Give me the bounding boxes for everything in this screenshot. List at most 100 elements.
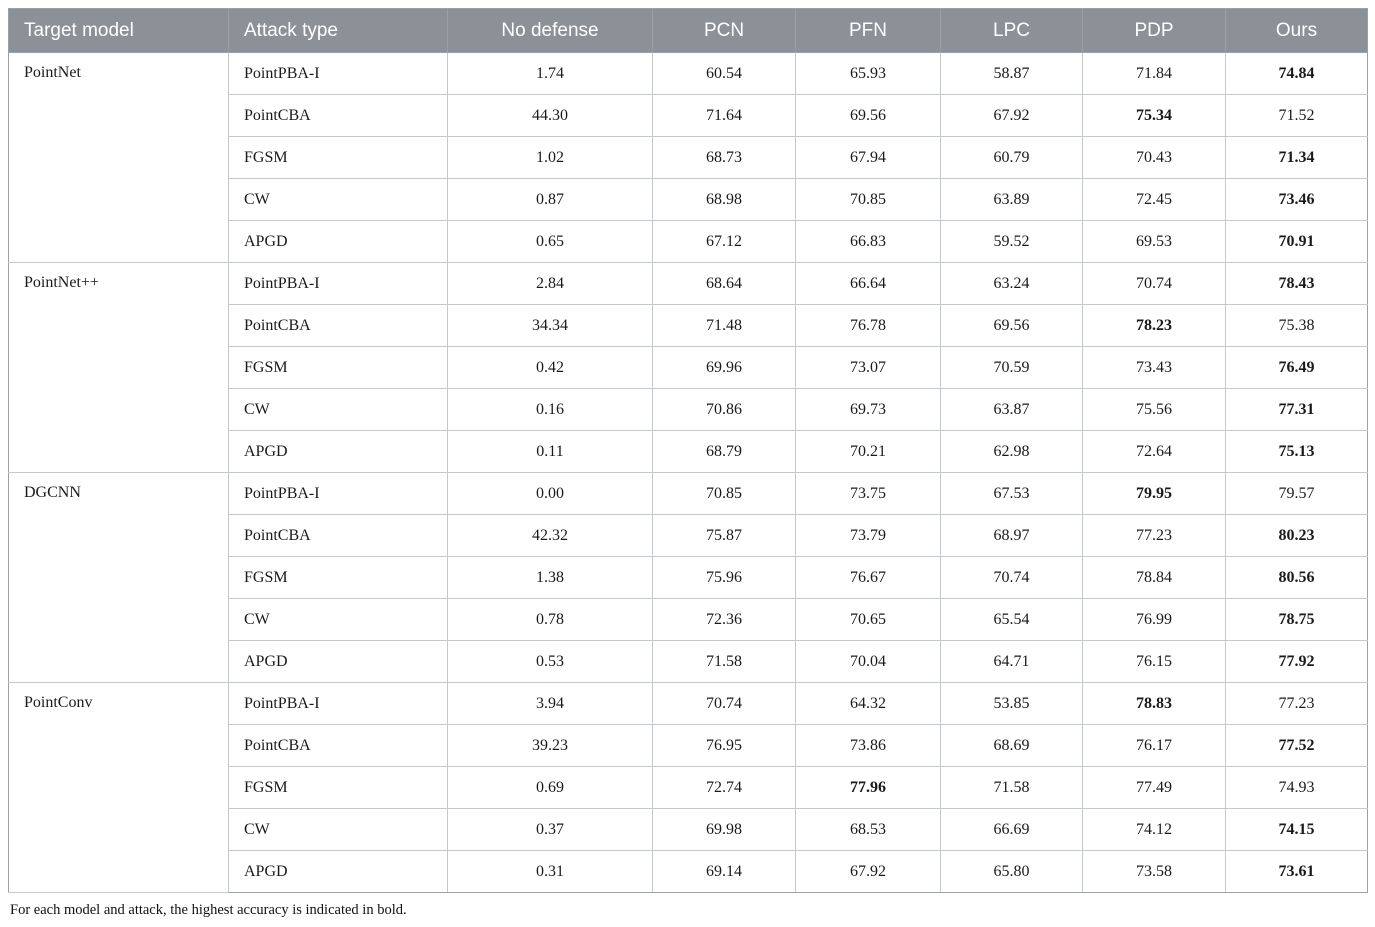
- value-cell: 73.46: [1225, 178, 1368, 221]
- value-cell: 72.36: [652, 598, 796, 641]
- attack-type-cell: PointCBA: [228, 304, 448, 347]
- table-row: FGSM 0.69 72.74 77.96 71.58 77.49 74.93: [9, 766, 1368, 809]
- value-cell: 69.53: [1082, 220, 1226, 263]
- value-cell: 0.78: [447, 598, 653, 641]
- value-cell: 69.73: [795, 388, 941, 431]
- value-cell: 75.13: [1225, 430, 1368, 473]
- value-cell: 79.57: [1225, 472, 1368, 515]
- col-header-pcn: PCN: [652, 8, 796, 53]
- value-cell: 60.54: [652, 52, 796, 95]
- col-header-no-defense: No defense: [447, 8, 653, 53]
- value-cell: 71.58: [652, 640, 796, 683]
- value-cell: 76.67: [795, 556, 941, 599]
- value-cell: 69.96: [652, 346, 796, 389]
- value-cell: 77.92: [1225, 640, 1368, 683]
- value-cell: 53.85: [940, 682, 1083, 725]
- value-cell: 73.75: [795, 472, 941, 515]
- value-cell: 69.98: [652, 808, 796, 851]
- value-cell: 73.61: [1225, 850, 1368, 893]
- value-cell: 78.83: [1082, 682, 1226, 725]
- value-cell: 66.83: [795, 220, 941, 263]
- value-cell: 74.93: [1225, 766, 1368, 809]
- value-cell: 73.79: [795, 514, 941, 557]
- attack-type-cell: APGD: [228, 850, 448, 893]
- attack-type-cell: FGSM: [228, 346, 448, 389]
- value-cell: 62.98: [940, 430, 1083, 473]
- value-cell: 66.69: [940, 808, 1083, 851]
- value-cell: 0.16: [447, 388, 653, 431]
- value-cell: 71.52: [1225, 94, 1368, 137]
- col-header-target-model: Target model: [8, 8, 229, 53]
- value-cell: 76.78: [795, 304, 941, 347]
- col-header-pfn: PFN: [795, 8, 941, 53]
- col-header-attack-type: Attack type: [228, 8, 448, 53]
- value-cell: 3.94: [447, 682, 653, 725]
- value-cell: 0.65: [447, 220, 653, 263]
- value-cell: 70.85: [795, 178, 941, 221]
- attack-type-cell: FGSM: [228, 766, 448, 809]
- value-cell: 80.23: [1225, 514, 1368, 557]
- value-cell: 70.04: [795, 640, 941, 683]
- value-cell: 0.11: [447, 430, 653, 473]
- value-cell: 71.48: [652, 304, 796, 347]
- table-row: PointCBA 44.30 71.64 69.56 67.92 75.34 71.52: [9, 94, 1368, 137]
- value-cell: 71.34: [1225, 136, 1368, 179]
- value-cell: 63.87: [940, 388, 1083, 431]
- value-cell: 73.43: [1082, 346, 1226, 389]
- table-row: PointNet PointPBA-I 1.74 60.54 65.93 58.87 71.…: [8, 52, 1368, 263]
- value-cell: 73.58: [1082, 850, 1226, 893]
- attack-type-cell: FGSM: [228, 556, 448, 599]
- value-cell: 75.87: [652, 514, 796, 557]
- value-cell: 0.31: [447, 850, 653, 893]
- attack-type-cell: APGD: [228, 640, 448, 683]
- value-cell: 68.98: [652, 178, 796, 221]
- value-cell: 68.69: [940, 724, 1083, 767]
- table-row: FGSM 1.02 68.73 67.94 60.79 70.43 71.34: [9, 136, 1368, 179]
- value-cell: 0.69: [447, 766, 653, 809]
- value-cell: 0.42: [447, 346, 653, 389]
- value-cell: 70.86: [652, 388, 796, 431]
- value-cell: 64.32: [795, 682, 941, 725]
- col-header-ours: Ours: [1225, 8, 1368, 53]
- value-cell: 70.65: [795, 598, 941, 641]
- value-cell: 76.15: [1082, 640, 1226, 683]
- value-cell: 0.53: [447, 640, 653, 683]
- attack-type-cell: PointPBA-I: [228, 52, 448, 95]
- value-cell: 77.23: [1082, 514, 1226, 557]
- value-cell: 65.80: [940, 850, 1083, 893]
- target-model-cell: DGCNN: [8, 472, 229, 683]
- value-cell: 77.49: [1082, 766, 1226, 809]
- header-row: Target model Attack type No defense PCN …: [8, 8, 1368, 53]
- value-cell: 79.95: [1082, 472, 1226, 515]
- value-cell: 71.84: [1082, 52, 1226, 95]
- table-row: CW 0.87 68.98 70.85 63.89 72.45 73.46: [9, 178, 1368, 221]
- value-cell: 58.87: [940, 52, 1083, 95]
- table-row: CW 0.78 72.36 70.65 65.54 76.99 78.75: [9, 598, 1368, 641]
- value-cell: 77.52: [1225, 724, 1368, 767]
- value-cell: 78.43: [1225, 262, 1368, 305]
- value-cell: 67.92: [795, 850, 941, 893]
- value-cell: 70.91: [1225, 220, 1368, 263]
- value-cell: 71.64: [652, 94, 796, 137]
- value-cell: 68.64: [652, 262, 796, 305]
- value-cell: 70.59: [940, 346, 1083, 389]
- value-cell: 67.94: [795, 136, 941, 179]
- table-row: APGD 0.11 68.79 70.21 62.98 72.64 75.13: [9, 430, 1368, 473]
- value-cell: 34.34: [447, 304, 653, 347]
- value-cell: 76.99: [1082, 598, 1226, 641]
- value-cell: 80.56: [1225, 556, 1368, 599]
- table-row: APGD 0.65 67.12 66.83 59.52 69.53 70.91: [9, 220, 1368, 263]
- attack-type-cell: CW: [228, 178, 448, 221]
- attack-type-cell: CW: [228, 388, 448, 431]
- attack-type-cell: FGSM: [228, 136, 448, 179]
- value-cell: 68.73: [652, 136, 796, 179]
- table-row: DGCNN PointPBA-I 0.00 70.85 73.75 67.53 79.95 7…: [8, 472, 1368, 683]
- value-cell: 44.30: [447, 94, 653, 137]
- value-cell: 69.14: [652, 850, 796, 893]
- value-cell: 70.74: [652, 682, 796, 725]
- value-cell: 75.56: [1082, 388, 1226, 431]
- target-model-cell: PointNet++: [8, 262, 229, 473]
- value-cell: 70.74: [940, 556, 1083, 599]
- value-cell: 68.97: [940, 514, 1083, 557]
- value-cell: 69.56: [795, 94, 941, 137]
